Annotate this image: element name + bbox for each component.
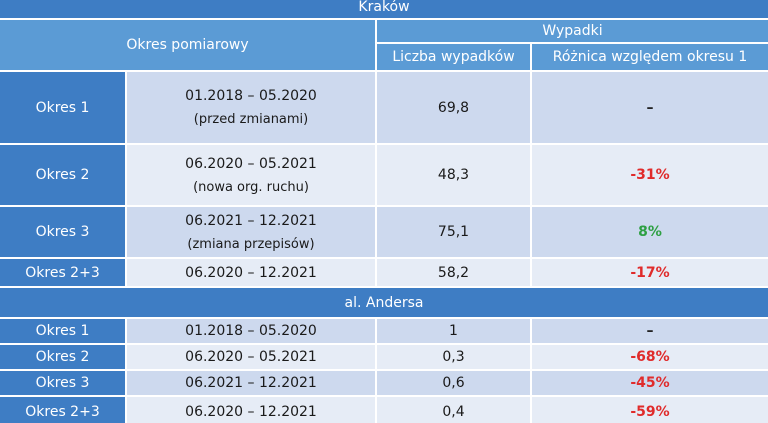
cell-text: 06.2021 – 12.2021 xyxy=(185,212,317,229)
header-cell: Różnica względem okresu 1 xyxy=(532,44,768,70)
dates-cell: 06.2021 – 12.2021 xyxy=(127,371,375,395)
cell-text: 01.2018 – 05.2020 xyxy=(185,323,317,339)
diff-cell: 8% xyxy=(532,207,768,257)
cell-text: (zmiana przepisów) xyxy=(187,236,315,252)
period-cell: Okres 1 xyxy=(0,319,125,343)
period-cell: Okres 2+3 xyxy=(0,259,125,286)
cell-text: Okres 2+3 xyxy=(25,404,100,420)
cell-text: 06.2020 – 05.2021 xyxy=(185,155,317,172)
cell-text: Okres 2 xyxy=(35,349,90,365)
count-cell: 75,1 xyxy=(377,207,530,257)
cell-text: Okres 1 xyxy=(35,99,90,116)
cell-text: Okres 2+3 xyxy=(25,264,100,281)
cell-text: Okres 3 xyxy=(35,224,90,240)
count-cell: 48,3 xyxy=(377,145,530,205)
cell-text: (nowa org. ruchu) xyxy=(193,179,309,195)
cell-text: 06.2021 – 12.2021 xyxy=(185,375,317,391)
cell-text: 75,1 xyxy=(437,224,470,240)
diff-cell: -59% xyxy=(532,397,768,423)
header-cell: Liczba wypadków xyxy=(377,44,530,70)
cell-text: -68% xyxy=(630,349,670,365)
dates-cell: 06.2020 – 12.2021 xyxy=(127,259,375,286)
count-cell: 69,8 xyxy=(377,72,530,143)
period-cell: Okres 2 xyxy=(0,345,125,369)
cell-text: Kraków xyxy=(358,0,410,15)
cell-text: 01.2018 – 05.2020 xyxy=(185,88,317,104)
cell-text: 06.2020 – 05.2021 xyxy=(185,349,317,365)
count-cell: 0,4 xyxy=(377,397,530,423)
cell-text: -45% xyxy=(630,375,670,391)
cell-text: 69,8 xyxy=(437,99,470,116)
period-cell: Okres 2 xyxy=(0,145,125,205)
count-cell: 1 xyxy=(377,319,530,343)
cell-text: 58,2 xyxy=(437,264,470,281)
cell-text: – xyxy=(646,99,654,116)
dates-cell: 06.2020 – 12.2021 xyxy=(127,397,375,423)
cell-text: 1 xyxy=(449,323,458,339)
dates-cell: 01.2018 – 05.2020 xyxy=(127,319,375,343)
cell-text: 0,4 xyxy=(442,404,465,420)
diff-cell: -17% xyxy=(532,259,768,286)
dates-cell: 06.2021 – 12.2021 (zmiana przepisów) xyxy=(127,207,375,257)
cell-text: -59% xyxy=(630,404,670,420)
diff-cell: -45% xyxy=(532,371,768,395)
cell-text: Okres 2 xyxy=(35,167,90,183)
dates-cell: 06.2020 – 05.2021 (nowa org. ruchu) xyxy=(127,145,375,205)
cell-text: 8% xyxy=(638,224,662,240)
dates-cell: 06.2020 – 05.2021 xyxy=(127,345,375,369)
count-cell: 58,2 xyxy=(377,259,530,286)
cell-text: 0,6 xyxy=(442,375,465,391)
period-cell: Okres 3 xyxy=(0,371,125,395)
header-cell: Wypadki xyxy=(377,20,768,42)
cell-text: 06.2020 – 12.2021 xyxy=(185,264,317,281)
cell-text: 06.2020 – 12.2021 xyxy=(185,404,317,420)
period-cell: Okres 3 xyxy=(0,207,125,257)
diff-cell: -68% xyxy=(532,345,768,369)
cell-text: (przed zmianami) xyxy=(193,112,309,127)
count-cell: 0,3 xyxy=(377,345,530,369)
period-cell: Okres 2+3 xyxy=(0,397,125,423)
cell-text: Liczba wypadków xyxy=(392,49,515,65)
cell-text: -17% xyxy=(630,264,670,281)
cell-text: 0,3 xyxy=(442,349,465,365)
cell-text: Wypadki xyxy=(542,23,603,39)
cell-text: Okres 1 xyxy=(35,323,90,339)
section-title: al. Andersa xyxy=(0,288,768,317)
period-cell: Okres 1 xyxy=(0,72,125,143)
dates-cell: 01.2018 – 05.2020 (przed zmianami) xyxy=(127,72,375,143)
cell-text: Okres pomiarowy xyxy=(126,37,249,53)
cell-text: – xyxy=(646,323,654,339)
section-title: Kraków xyxy=(0,0,768,18)
diff-cell: -31% xyxy=(532,145,768,205)
cell-text: 48,3 xyxy=(437,167,470,183)
cell-text: -31% xyxy=(630,167,670,183)
cell-text: Okres 3 xyxy=(35,375,90,391)
cell-text: al. Andersa xyxy=(344,294,424,311)
cell-text: Różnica względem okresu 1 xyxy=(552,49,748,65)
count-cell: 0,6 xyxy=(377,371,530,395)
diff-cell: – xyxy=(532,319,768,343)
header-cell: Okres pomiarowy xyxy=(0,20,375,70)
diff-cell: – xyxy=(532,72,768,143)
